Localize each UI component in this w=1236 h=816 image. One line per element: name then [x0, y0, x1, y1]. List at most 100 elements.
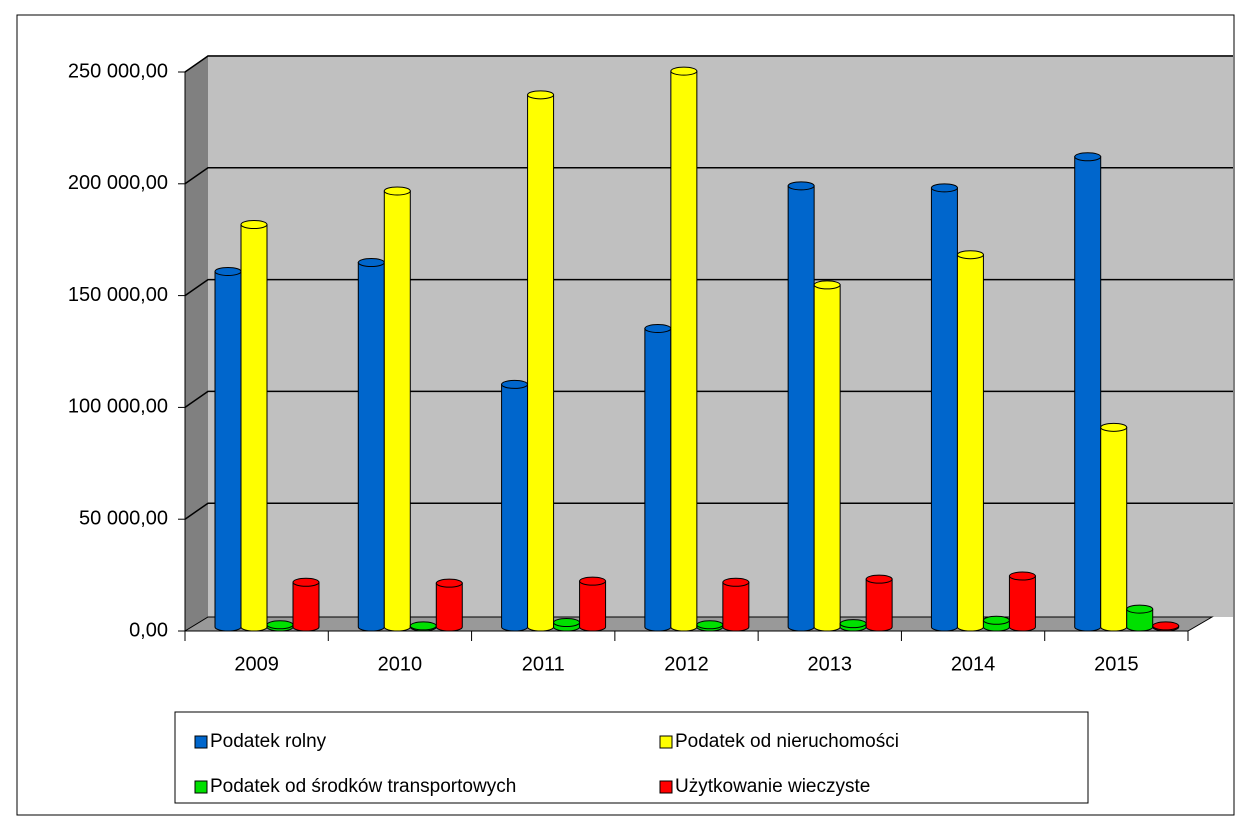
x-tick-label: 2015	[1094, 653, 1139, 675]
bar-top	[527, 90, 555, 100]
bar	[813, 280, 841, 632]
legend-label: Podatek od nieruchomości	[675, 731, 899, 752]
bar-top	[435, 578, 463, 588]
bar-body	[501, 383, 529, 632]
bar	[865, 574, 893, 632]
bar-body	[292, 581, 320, 632]
bar-top	[722, 577, 750, 587]
bar-top	[1152, 621, 1180, 631]
bar-body	[214, 270, 242, 632]
legend-swatch	[659, 735, 673, 749]
x-tick-label: 2014	[951, 653, 996, 675]
bar	[214, 266, 242, 632]
bar	[930, 183, 958, 632]
x-tick-label: 2010	[378, 653, 423, 675]
bar	[1126, 604, 1154, 632]
bar	[1008, 571, 1036, 632]
y-tick-label: 50 000,00	[79, 507, 168, 529]
bar-body	[670, 70, 698, 632]
bar	[956, 250, 984, 632]
bar-top	[930, 183, 958, 193]
bar	[644, 323, 672, 632]
y-tick-label: 150 000,00	[68, 284, 168, 306]
bar-top	[839, 619, 867, 629]
bar	[527, 90, 555, 632]
side-wall	[185, 55, 208, 631]
bar-top	[266, 620, 294, 630]
bar-body	[240, 224, 268, 632]
labels: 0,00 50 000,00 100 000,00 150 000,00 200 000…	[68, 60, 1139, 675]
legend-label: Podatek od środków transportowych	[210, 776, 516, 797]
bar-top	[865, 574, 893, 584]
bar	[1100, 422, 1128, 632]
x-tick-label: 2012	[664, 653, 709, 675]
bar-top	[787, 181, 815, 191]
bar-body	[1008, 575, 1036, 632]
legend-label: Podatek rolny	[210, 731, 327, 752]
bar	[722, 577, 750, 632]
legend-box	[174, 711, 1089, 804]
bar	[553, 618, 581, 632]
bar-top	[357, 258, 385, 268]
bar-body	[956, 254, 984, 632]
bar-body	[722, 581, 750, 632]
bar	[240, 220, 268, 632]
y-tick-label: 100 000,00	[68, 396, 168, 418]
bar-top	[982, 615, 1010, 625]
legend-label: Użytkowanie wieczyste	[675, 776, 870, 797]
bar-top	[1100, 422, 1128, 432]
bar	[435, 578, 463, 632]
bar	[501, 379, 529, 632]
grid-line	[184, 278, 1233, 297]
bars	[214, 66, 1180, 632]
bar-top	[1126, 604, 1154, 614]
grid-line	[184, 167, 1233, 185]
bar-top	[240, 220, 268, 230]
x-tick-label: 2013	[808, 653, 853, 675]
bar	[982, 615, 1010, 632]
bar-body	[787, 185, 815, 632]
bar	[1152, 621, 1180, 632]
grid-line	[184, 390, 1233, 409]
y-tick-label: 0,00	[129, 619, 168, 641]
bar	[579, 576, 607, 632]
bar	[696, 620, 724, 632]
bar-body	[1074, 156, 1102, 632]
bar-top	[553, 618, 581, 628]
bar-body	[930, 187, 958, 632]
bar	[409, 621, 437, 632]
bar	[1074, 152, 1102, 632]
bar-top	[383, 186, 411, 196]
bar-top	[813, 280, 841, 290]
bar-body	[644, 327, 672, 632]
y-tick-label: 200 000,00	[68, 172, 168, 194]
x-tick-label: 2009	[234, 653, 279, 675]
bar-top	[292, 577, 320, 587]
bar	[383, 186, 411, 632]
bar-body	[435, 582, 463, 632]
grid-line	[184, 502, 1233, 520]
bar	[266, 620, 294, 632]
bar-top	[696, 620, 724, 630]
bar	[670, 66, 698, 632]
x-tick-label: 2011	[522, 653, 565, 675]
legend-swatch	[659, 780, 673, 794]
bar-top	[1008, 571, 1036, 581]
bar	[787, 181, 815, 632]
bar-top	[579, 576, 607, 586]
bar-top	[670, 66, 698, 76]
bar-top	[501, 379, 529, 389]
bar	[292, 577, 320, 632]
bar-top	[1074, 152, 1102, 162]
legend-swatch	[194, 780, 208, 794]
bar-body	[383, 190, 411, 632]
legend: Podatek rolny Podatek od nieruchomości Pod…	[194, 731, 899, 797]
bar-body	[357, 262, 385, 632]
bar-top	[409, 621, 437, 631]
bar-body	[865, 578, 893, 632]
bar-top	[956, 250, 984, 260]
bar	[839, 619, 867, 632]
bar-top	[214, 266, 242, 276]
bar-body	[813, 284, 841, 632]
